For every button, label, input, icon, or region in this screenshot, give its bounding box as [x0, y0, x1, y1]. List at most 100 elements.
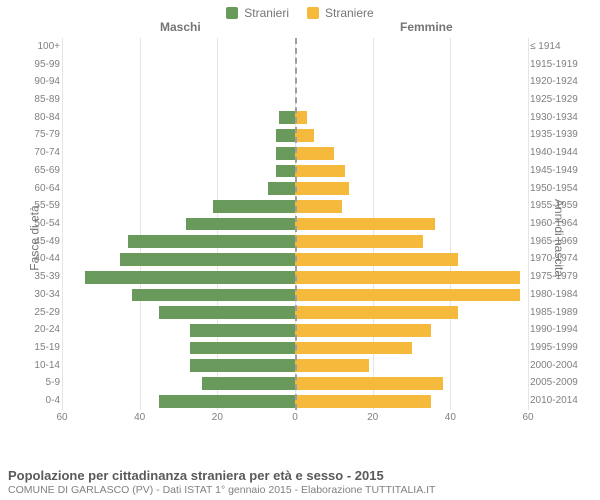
birth-year-label: 1965-1969: [530, 236, 586, 247]
chart-area: Fasce di età Anni di nascita 100+95-9990…: [0, 38, 600, 438]
bar-male: [190, 359, 295, 372]
bar-female: [295, 271, 520, 284]
bar-female: [295, 165, 345, 178]
grid-line: [528, 38, 529, 410]
legend-item-male: Stranieri: [226, 6, 289, 20]
birth-year-label: 1960-1964: [530, 218, 586, 229]
chart-subtitle: COMUNE DI GARLASCO (PV) - Dati ISTAT 1° …: [8, 484, 592, 496]
age-label: 60-64: [20, 183, 60, 194]
bar-female: [295, 253, 458, 266]
birth-year-label: 1920-1924: [530, 76, 586, 87]
birth-year-label: 2010-2014: [530, 395, 586, 406]
bar-female: [295, 235, 423, 248]
legend-item-female: Straniere: [307, 6, 374, 20]
center-axis-line: [295, 38, 297, 410]
swatch-female: [307, 7, 319, 19]
age-label: 0-4: [20, 395, 60, 406]
header-male: Maschi: [160, 20, 201, 34]
bar-female: [295, 395, 431, 408]
bar-male: [159, 395, 295, 408]
bar-female: [295, 182, 349, 195]
age-label: 35-39: [20, 271, 60, 282]
bar-male: [186, 218, 295, 231]
age-label: 30-34: [20, 289, 60, 300]
birth-year-label: ≤ 1914: [530, 41, 586, 52]
bar-female: [295, 147, 334, 160]
age-label: 100+: [20, 41, 60, 52]
legend-label-male: Stranieri: [244, 6, 289, 20]
birth-year-label: 1940-1944: [530, 147, 586, 158]
header-female: Femmine: [400, 20, 453, 34]
age-label: 55-59: [20, 200, 60, 211]
chart-footer: Popolazione per cittadinanza straniera p…: [8, 468, 592, 496]
birth-year-label: 1915-1919: [530, 59, 586, 70]
bar-male: [132, 289, 295, 302]
bar-male: [276, 129, 295, 142]
bar-female: [295, 377, 443, 390]
x-tick: 20: [367, 412, 378, 423]
bar-male: [120, 253, 295, 266]
age-label: 45-49: [20, 236, 60, 247]
column-headers: Maschi Femmine: [0, 20, 600, 36]
chart-title: Popolazione per cittadinanza straniera p…: [8, 468, 592, 483]
birth-year-label: 1935-1939: [530, 129, 586, 140]
age-label: 70-74: [20, 147, 60, 158]
bar-female: [295, 324, 431, 337]
age-label: 15-19: [20, 342, 60, 353]
swatch-male: [226, 7, 238, 19]
bar-female: [295, 306, 458, 319]
legend: Stranieri Straniere: [0, 0, 600, 20]
age-label: 80-84: [20, 112, 60, 123]
bar-female: [295, 289, 520, 302]
bar-male: [268, 182, 295, 195]
bar-male: [159, 306, 295, 319]
bar-male: [128, 235, 295, 248]
bar-male: [85, 271, 295, 284]
bar-female: [295, 359, 369, 372]
birth-year-label: 2000-2004: [530, 360, 586, 371]
birth-year-label: 1930-1934: [530, 112, 586, 123]
birth-year-label: 1980-1984: [530, 289, 586, 300]
age-label: 95-99: [20, 59, 60, 70]
plot-area: [62, 38, 528, 410]
bar-female: [295, 342, 412, 355]
bar-male: [279, 111, 295, 124]
age-label: 20-24: [20, 324, 60, 335]
x-tick: 60: [56, 412, 67, 423]
birth-year-label: 1950-1954: [530, 183, 586, 194]
x-tick: 20: [212, 412, 223, 423]
bar-male: [276, 147, 295, 160]
age-label: 5-9: [20, 377, 60, 388]
x-tick: 40: [134, 412, 145, 423]
age-label: 75-79: [20, 129, 60, 140]
age-label: 40-44: [20, 253, 60, 264]
bar-female: [295, 200, 342, 213]
x-tick: 60: [522, 412, 533, 423]
bar-male: [276, 165, 295, 178]
age-label: 50-54: [20, 218, 60, 229]
bar-male: [202, 377, 295, 390]
age-label: 85-89: [20, 94, 60, 105]
birth-year-label: 1970-1974: [530, 253, 586, 264]
x-tick: 40: [445, 412, 456, 423]
bar-male: [190, 342, 295, 355]
bar-male: [213, 200, 295, 213]
bar-female: [295, 129, 314, 142]
age-label: 25-29: [20, 307, 60, 318]
birth-year-label: 1955-1959: [530, 200, 586, 211]
birth-year-label: 1975-1979: [530, 271, 586, 282]
bar-male: [190, 324, 295, 337]
age-label: 10-14: [20, 360, 60, 371]
x-axis: 6040200204060: [62, 412, 528, 428]
age-label: 65-69: [20, 165, 60, 176]
x-tick: 0: [292, 412, 298, 423]
birth-year-label: 1985-1989: [530, 307, 586, 318]
birth-year-label: 1945-1949: [530, 165, 586, 176]
birth-year-label: 1990-1994: [530, 324, 586, 335]
bar-female: [295, 218, 435, 231]
birth-year-label: 2005-2009: [530, 377, 586, 388]
birth-year-label: 1925-1929: [530, 94, 586, 105]
legend-label-female: Straniere: [325, 6, 374, 20]
birth-year-label: 1995-1999: [530, 342, 586, 353]
age-label: 90-94: [20, 76, 60, 87]
